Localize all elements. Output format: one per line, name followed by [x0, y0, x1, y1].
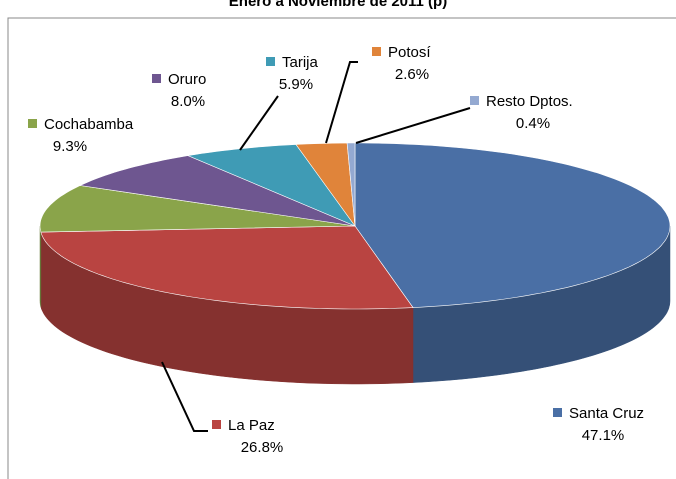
category-label: Santa Cruz: [569, 405, 644, 422]
label-swatch: [470, 96, 479, 105]
slice-side: [39, 226, 42, 308]
leader-line: [325, 61, 358, 144]
category-label: La Paz: [228, 417, 275, 434]
value-label: 9.3%: [53, 138, 87, 155]
chart-title: Enero a Noviembre de 2011 (p): [229, 0, 447, 10]
slice: [79, 155, 356, 227]
slice: [40, 225, 414, 310]
slice: [39, 185, 356, 233]
category-label: Tarija: [282, 54, 319, 71]
slice: [295, 142, 356, 228]
label-swatch: [266, 57, 275, 66]
label-swatch: [28, 119, 37, 128]
label-swatch: [553, 408, 562, 417]
value-label: 5.9%: [279, 76, 313, 93]
label-swatch: [152, 74, 161, 83]
category-label: Potosí: [388, 44, 431, 61]
category-label: Oruro: [168, 71, 206, 88]
leader-line: [355, 107, 471, 144]
leader-line: [161, 361, 208, 432]
leader-line: [239, 95, 279, 151]
value-label: 47.1%: [582, 427, 625, 444]
category-label: Cochabamba: [44, 116, 134, 133]
value-label: 0.4%: [516, 115, 550, 132]
value-label: 8.0%: [171, 93, 205, 110]
label-swatch: [372, 47, 381, 56]
value-label: 2.6%: [395, 66, 429, 83]
label-swatch: [212, 420, 221, 429]
value-label: 26.8%: [241, 439, 284, 456]
slice: [354, 142, 671, 308]
slice: [346, 142, 356, 227]
plot-border: [7, 17, 676, 479]
category-label: Resto Dptos.: [486, 93, 573, 110]
